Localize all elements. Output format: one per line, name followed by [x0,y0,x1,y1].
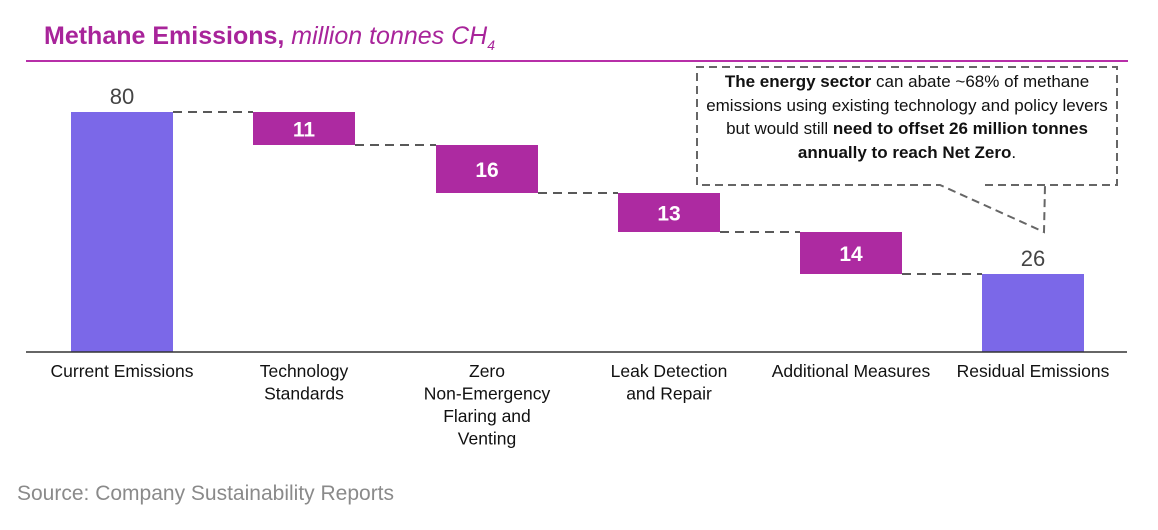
category-label: Non-Emergency [424,384,551,404]
callout-emphasis-2: need to offset 26 million tonnes annuall… [797,119,1088,162]
category-label: Residual Emissions [957,361,1110,381]
callout-text-2: . [1011,142,1017,162]
title-subscript: 4 [487,37,496,53]
title-divider [26,60,1128,62]
callout-emphasis-1: The energy sector [724,72,872,91]
decrease-bar [618,193,720,232]
decrease-bar [800,232,902,274]
total-bar [982,274,1084,352]
category-label: Flaring and [443,406,531,426]
data-label: 13 [657,203,680,226]
data-label: 26 [1021,246,1045,271]
data-label: 14 [839,243,863,266]
total-bar [71,112,173,352]
callout-text-1: can abate ~68% of methane emissions usin… [706,72,1108,138]
category-label: Technology [260,361,349,381]
source-note: Source: Company Sustainability Reports [17,482,395,505]
title-bold: Methane Emissions, [44,22,285,50]
callout-box: The energy sector can abate ~68% of meth… [697,67,1117,185]
title-units: million tonnes CH4 [284,22,496,53]
chart-title: Methane Emissions, million tonnes CH4 [44,22,495,53]
data-label: 80 [110,84,134,109]
category-label: Additional Measures [772,361,931,381]
decrease-bar [253,112,355,145]
category-label: and Repair [626,384,712,404]
callout-outline [696,66,1118,234]
title-units-text: million tonnes CH [284,22,488,50]
category-label: Current Emissions [51,361,194,381]
decrease-bar [436,145,538,193]
category-label: Venting [458,429,516,449]
data-label: 16 [475,159,498,182]
category-label: Zero [469,361,505,381]
data-label: 11 [293,119,316,142]
category-label: Leak Detection [611,361,728,381]
category-label: Standards [264,384,344,404]
